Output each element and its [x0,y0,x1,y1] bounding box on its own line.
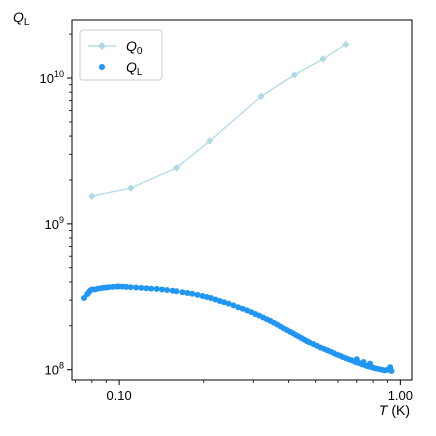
ql-point [353,356,360,363]
q0-point [257,92,265,100]
q0-point [290,71,298,79]
legend: Q0 QL [79,29,163,81]
ql-point [207,295,214,302]
y-axis-title: QL [13,9,30,28]
legend-box [79,29,163,81]
y-tick-label: 1010 [40,69,64,86]
legend-ql-label: QL [126,59,143,78]
ql-point [127,284,134,291]
ql-point [143,285,150,292]
ql-point [153,285,160,292]
legend-ql-label-main: Q [126,59,137,75]
legend-q0-label: Q0 [126,38,143,57]
legend-ql-label-sub: L [137,67,143,78]
y-tick-label-base: 10 [45,363,59,378]
plot-frame [71,19,413,381]
x-tick-label: 0.10 [106,388,131,403]
ql-point [133,284,140,291]
y-tick-label-exp: 8 [59,361,64,371]
ql-point [179,289,186,296]
ql-point [148,285,155,292]
y-axis-title-main: Q [13,9,24,25]
legend-q0-label-main: Q [126,38,137,54]
q0-point [127,184,135,192]
ql-point [235,304,242,311]
y-tick-label-base: 10 [45,217,59,232]
ql-point [158,286,165,293]
ql-point [360,358,367,365]
q0-line [91,43,347,197]
y-tick-label-base: 10 [40,71,54,86]
ql-point [173,288,180,295]
legend-q0-marker [98,42,106,50]
ql-point [225,300,232,307]
q0-point [206,137,214,145]
ql-point [189,290,196,297]
q0-point [342,40,350,49]
q0-point [172,164,181,172]
ql-point [184,289,191,296]
y-tick-label-exp: 9 [59,215,64,225]
x-axis-title-unit: (K) [391,402,410,418]
y-tick-label: 108 [45,361,64,378]
q0-point [88,192,96,200]
ql-point [138,284,145,291]
legend-q0-label-sub: 0 [137,46,143,57]
x-axis-title-main: T [379,402,389,418]
ql-point [163,287,170,293]
series-q0 [88,40,350,200]
q0-point [319,55,327,63]
legend-ql-marker [99,64,105,70]
series-ql [80,283,395,374]
y-tick-label-exp: 10 [54,69,64,79]
ql-point [388,367,395,374]
ql-point [123,283,130,290]
x-tick-label: 1.00 [388,388,413,403]
ql-point [367,360,374,367]
x-axis-title: T (K) [379,402,410,418]
ql-point [230,302,237,309]
y-tick-label: 109 [45,215,64,232]
ql-point [220,299,227,306]
ql-point [194,291,201,298]
y-axis-title-sub: L [24,17,30,28]
